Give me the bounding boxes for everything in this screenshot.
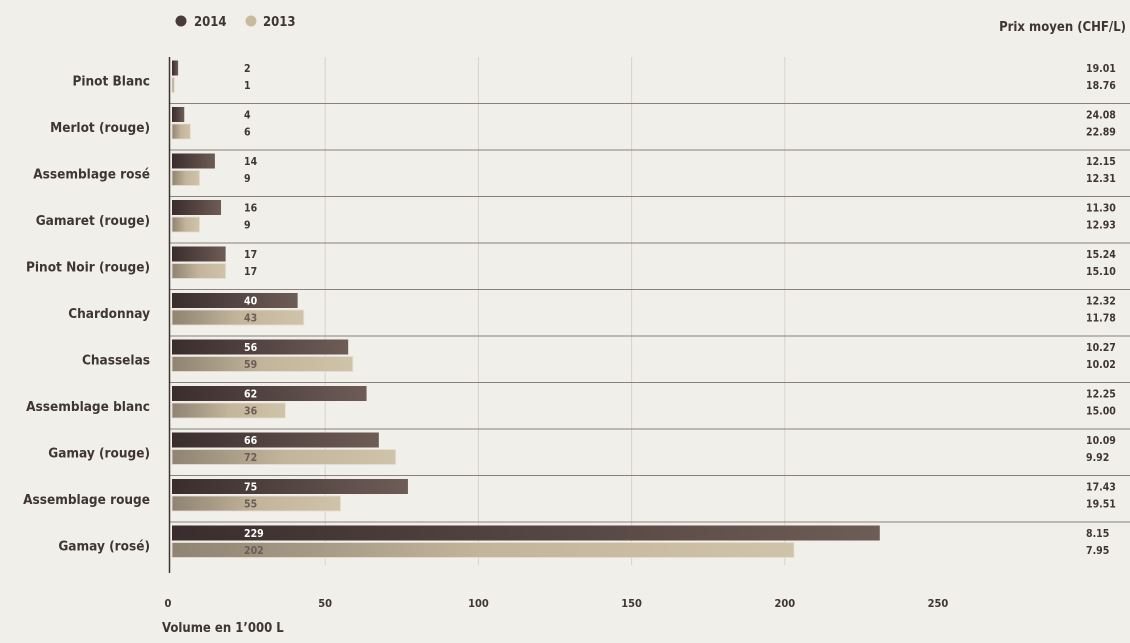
bar-2013 bbox=[171, 216, 200, 233]
x-axis-title: Volume en 1’000 L bbox=[162, 621, 284, 636]
price-label-2013: 22.89 bbox=[1086, 127, 1116, 139]
category-label: Pinot Blanc bbox=[72, 73, 150, 89]
category-label: Chasselas bbox=[82, 352, 150, 368]
price-label-2013: 15.10 bbox=[1086, 266, 1116, 278]
price-label-2013: 10.02 bbox=[1086, 359, 1116, 371]
bar-2013 bbox=[171, 309, 305, 326]
bar-2014 bbox=[172, 246, 226, 262]
category-label: Assemblage rouge bbox=[23, 492, 150, 508]
x-tick-label: 100 bbox=[468, 597, 489, 610]
value-label-2013: 17 bbox=[244, 266, 257, 278]
value-label-2014: 56 bbox=[244, 342, 258, 354]
price-label-2013: 12.93 bbox=[1086, 220, 1116, 232]
bar-2013 bbox=[171, 123, 191, 140]
value-label-2013: 9 bbox=[244, 173, 251, 185]
price-labels: 19.01 18.76 24.08 22.89 12.15 12.31 11.30 12.93… bbox=[1086, 63, 1116, 557]
category-label: Gamaret (rouge) bbox=[36, 213, 150, 229]
row-separators bbox=[170, 103, 1130, 523]
price-label-2013: 19.51 bbox=[1086, 499, 1116, 511]
value-label-2013: 9 bbox=[244, 220, 251, 232]
bar-2014 bbox=[172, 386, 367, 401]
bar-2013 bbox=[171, 263, 227, 279]
value-label-2014: 4 bbox=[244, 110, 251, 122]
bar-2013 bbox=[171, 356, 354, 372]
category-label: Assemblage blanc bbox=[26, 399, 150, 415]
bar-2014 bbox=[172, 525, 880, 541]
bar-2014 bbox=[172, 107, 185, 122]
price-label-2014: 12.15 bbox=[1086, 156, 1116, 168]
bar-2013 bbox=[171, 495, 341, 512]
value-label-2014: 16 bbox=[244, 203, 258, 215]
price-label-2014: 8.15 bbox=[1086, 528, 1109, 540]
bar-2013 bbox=[171, 170, 200, 186]
bar-2014 bbox=[172, 339, 349, 355]
bar-2014 bbox=[172, 293, 298, 308]
price-label-2014: 12.32 bbox=[1086, 296, 1116, 308]
category-label: Gamay (rouge) bbox=[48, 445, 150, 461]
price-label-2014: 24.08 bbox=[1086, 110, 1116, 122]
value-label-2014: 62 bbox=[244, 389, 257, 401]
price-label-2013: 11.78 bbox=[1086, 313, 1116, 325]
x-tick-label: 150 bbox=[621, 597, 642, 610]
price-label-2013: 18.76 bbox=[1086, 80, 1116, 92]
legend-2013-label: 2013 bbox=[263, 15, 296, 30]
category-labels: Pinot Blanc Merlot (rouge) Assemblage rosé… bbox=[23, 73, 150, 554]
value-label-2013: 36 bbox=[244, 406, 258, 418]
price-label-2014: 15.24 bbox=[1086, 249, 1116, 261]
legend-2014-label: 2014 bbox=[194, 15, 227, 30]
value-label-2013: 202 bbox=[244, 545, 264, 557]
bar-2013 bbox=[171, 402, 286, 419]
legend-2013-swatch bbox=[245, 15, 257, 27]
x-tick-label: 200 bbox=[774, 597, 795, 610]
x-tick-label: 0 bbox=[165, 597, 172, 610]
value-label-2014: 2 bbox=[244, 63, 251, 75]
bar-2014 bbox=[172, 479, 408, 494]
category-label: Pinot Noir (rouge) bbox=[26, 259, 150, 275]
category-label: Assemblage rosé bbox=[33, 166, 150, 182]
price-label-2014: 17.43 bbox=[1086, 482, 1116, 494]
bar-2013 bbox=[171, 542, 795, 558]
bar-2014 bbox=[172, 432, 379, 448]
category-label: Gamay (rosé) bbox=[58, 538, 150, 554]
legend: 2014 2013 bbox=[175, 15, 296, 30]
value-label-2013: 43 bbox=[244, 313, 257, 325]
bar-2014 bbox=[172, 200, 222, 215]
category-label: Merlot (rouge) bbox=[50, 120, 150, 136]
x-tick-label: 50 bbox=[318, 597, 332, 610]
value-label-2014: 17 bbox=[244, 249, 257, 261]
value-label-2014: 14 bbox=[244, 156, 258, 168]
bar-2013 bbox=[171, 77, 175, 93]
price-label-2014: 11.30 bbox=[1086, 203, 1116, 215]
value-label-2014: 66 bbox=[244, 435, 258, 447]
bar-2014 bbox=[172, 153, 215, 169]
value-label-2014: 75 bbox=[244, 482, 257, 494]
value-label-2013: 1 bbox=[244, 80, 251, 92]
price-label-2013: 12.31 bbox=[1086, 173, 1116, 185]
price-label-2014: 19.01 bbox=[1086, 63, 1116, 75]
value-label-2013: 72 bbox=[244, 452, 257, 464]
x-axis-ticks: 0 50 100 150 200 250 bbox=[165, 597, 949, 610]
value-label-2013: 6 bbox=[244, 127, 251, 139]
price-label-2013: 7.95 bbox=[1086, 545, 1109, 557]
value-label-2013: 55 bbox=[244, 499, 257, 511]
price-label-2013: 15.00 bbox=[1086, 406, 1116, 418]
x-tick-label: 250 bbox=[928, 597, 949, 610]
bar-2014 bbox=[172, 60, 179, 76]
bar-2013 bbox=[171, 449, 397, 465]
price-label-2014: 12.25 bbox=[1086, 389, 1116, 401]
price-column-title: Prix moyen (CHF/L) bbox=[999, 20, 1126, 35]
price-label-2014: 10.09 bbox=[1086, 435, 1116, 447]
value-label-2013: 59 bbox=[244, 359, 257, 371]
legend-2014-swatch bbox=[175, 15, 187, 27]
value-label-2014: 40 bbox=[244, 296, 258, 308]
value-label-2014: 229 bbox=[244, 528, 264, 540]
bars bbox=[171, 60, 880, 558]
price-label-2014: 10.27 bbox=[1086, 342, 1116, 354]
category-label: Chardonnay bbox=[68, 306, 150, 322]
price-label-2013: 9.92 bbox=[1086, 452, 1109, 464]
